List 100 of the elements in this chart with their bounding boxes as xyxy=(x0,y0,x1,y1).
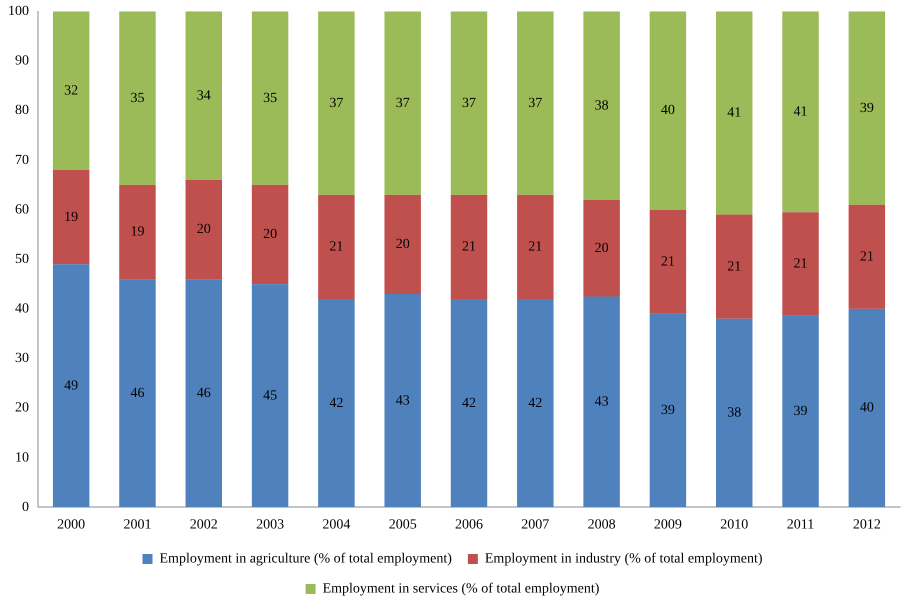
bar xyxy=(583,200,620,296)
data-label: 39 xyxy=(794,404,808,420)
x-tick-label: 2010 xyxy=(720,517,748,532)
data-label: 45 xyxy=(263,388,278,404)
x-tick-label: 2009 xyxy=(654,517,682,532)
x-tick-label: 2007 xyxy=(521,517,550,532)
data-label: 42 xyxy=(329,396,344,411)
x-tick-label: 2001 xyxy=(123,517,152,532)
x-tick-label: 2005 xyxy=(388,517,417,532)
data-label: 40 xyxy=(860,400,874,416)
data-label: 19 xyxy=(64,210,78,225)
bar xyxy=(450,194,488,299)
data-label: 20 xyxy=(396,237,410,252)
data-label: 32 xyxy=(64,83,78,98)
data-label: 39 xyxy=(660,403,675,418)
bar xyxy=(119,279,156,508)
x-tick-label: 2004 xyxy=(322,517,350,532)
x-tick-label: 2003 xyxy=(256,517,284,532)
y-tick-label: 20 xyxy=(15,400,29,416)
bar xyxy=(318,194,355,299)
data-label: 38 xyxy=(727,406,742,421)
bar xyxy=(252,11,288,185)
bar xyxy=(848,204,886,309)
data-label: 21 xyxy=(727,259,742,274)
y-tick-label: 30 xyxy=(15,351,29,366)
y-tick-label: 80 xyxy=(15,103,29,118)
x-tick-label: 2012 xyxy=(852,517,881,532)
bar xyxy=(782,316,819,508)
bar xyxy=(716,214,752,319)
bar xyxy=(186,180,222,280)
bar xyxy=(517,194,554,299)
bar xyxy=(186,279,222,508)
bar xyxy=(450,11,488,195)
y-tick-label: 50 xyxy=(15,252,29,267)
bar xyxy=(52,11,90,170)
data-label: 20 xyxy=(594,240,609,256)
data-label: 37 xyxy=(329,96,344,111)
y-tick-label: 40 xyxy=(15,302,29,317)
bar xyxy=(517,298,554,508)
bar xyxy=(716,11,752,215)
data-label: 43 xyxy=(396,393,410,408)
data-label: 21 xyxy=(794,256,808,272)
data-label: 21 xyxy=(660,254,675,270)
bar xyxy=(450,298,488,508)
legend-label: Employment in services (% of total employment) xyxy=(322,582,600,597)
y-tick-label: 100 xyxy=(8,4,29,20)
data-label: 21 xyxy=(462,240,476,255)
bar xyxy=(318,11,355,195)
bar xyxy=(318,298,355,508)
bar xyxy=(517,11,554,195)
data-label: 49 xyxy=(64,378,78,394)
x-tick-label: 2002 xyxy=(190,517,218,532)
bar xyxy=(119,11,156,185)
data-label: 20 xyxy=(263,227,278,242)
bar xyxy=(650,210,686,314)
bar xyxy=(782,212,819,316)
data-label: 46 xyxy=(130,386,144,401)
x-tick-label: 2011 xyxy=(786,517,814,532)
bar xyxy=(384,194,421,294)
y-tick-label: 10 xyxy=(15,450,29,466)
bar xyxy=(650,11,686,210)
bar xyxy=(384,11,421,195)
y-tick-label: 70 xyxy=(15,152,29,168)
legend-label: Employment in agriculture (% of total employment) xyxy=(160,552,452,567)
data-label: 34 xyxy=(196,88,211,104)
bar xyxy=(252,284,288,508)
data-label: 42 xyxy=(462,396,476,411)
data-label: 43 xyxy=(594,394,609,410)
bar xyxy=(583,11,620,200)
data-label: 35 xyxy=(263,90,278,106)
data-label: 21 xyxy=(860,249,874,264)
data-label: 21 xyxy=(528,240,542,255)
data-label: 38 xyxy=(594,98,609,114)
x-tick-label: 2006 xyxy=(455,517,483,532)
x-tick-label: 2008 xyxy=(588,517,616,532)
bar xyxy=(650,314,686,508)
data-label: 46 xyxy=(196,386,211,401)
bar xyxy=(52,170,90,264)
bar xyxy=(186,11,222,180)
data-label: 37 xyxy=(462,96,476,111)
data-label: 41 xyxy=(727,106,742,121)
y-tick-label: 0 xyxy=(22,500,29,515)
data-label: 19 xyxy=(130,224,144,240)
data-label: 37 xyxy=(528,96,542,111)
data-label: 41 xyxy=(794,104,808,120)
x-tick-label: 2000 xyxy=(57,517,86,532)
data-label: 40 xyxy=(660,103,675,118)
data-label: 42 xyxy=(528,396,542,411)
bar xyxy=(848,11,886,205)
data-label: 20 xyxy=(196,222,211,238)
bar xyxy=(52,264,90,508)
y-tick-label: 60 xyxy=(15,202,29,218)
bar xyxy=(848,308,886,508)
data-label: 35 xyxy=(130,90,144,106)
bar xyxy=(716,318,752,508)
data-label: 39 xyxy=(860,100,874,116)
data-label: 37 xyxy=(396,96,410,111)
bar xyxy=(252,184,288,284)
bar xyxy=(119,184,156,280)
legend-label: Employment in industry (% of total employment) xyxy=(484,552,763,567)
